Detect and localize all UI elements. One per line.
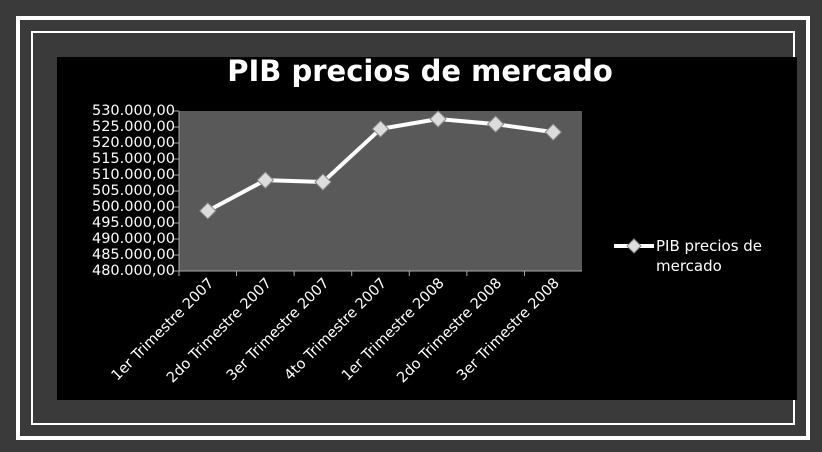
- legend: PIB precios de mercado: [612, 236, 787, 276]
- y-tick-label: 495.000,00: [92, 215, 175, 231]
- marker: [486, 115, 505, 133]
- y-tick-label: 525.000,00: [92, 119, 175, 135]
- y-tick-label: 530.000,00: [92, 103, 175, 119]
- y-tick-label: 490.000,00: [92, 231, 175, 247]
- marker: [256, 171, 275, 189]
- legend-label: PIB precios de mercado: [656, 237, 763, 275]
- y-tick-label: 500.000,00: [92, 199, 175, 215]
- marker: [314, 173, 332, 191]
- legend-key: [614, 238, 654, 254]
- y-tick-label: 515.000,00: [92, 151, 175, 167]
- marker: [544, 123, 562, 141]
- y-tick-label: 510.000,00: [92, 167, 175, 183]
- marker: [429, 110, 447, 128]
- marker: [199, 202, 217, 220]
- marker: [371, 120, 390, 138]
- legend-marker: [626, 238, 642, 254]
- frame-outer: [16, 16, 810, 440]
- chart-title: PIB precios de mercado: [227, 54, 613, 88]
- y-tick-label: 505.000,00: [92, 183, 175, 199]
- y-tick-label: 480.000,00: [92, 263, 175, 279]
- y-tick-label: 485.000,00: [92, 247, 175, 263]
- y-tick-label: 520.000,00: [92, 135, 175, 151]
